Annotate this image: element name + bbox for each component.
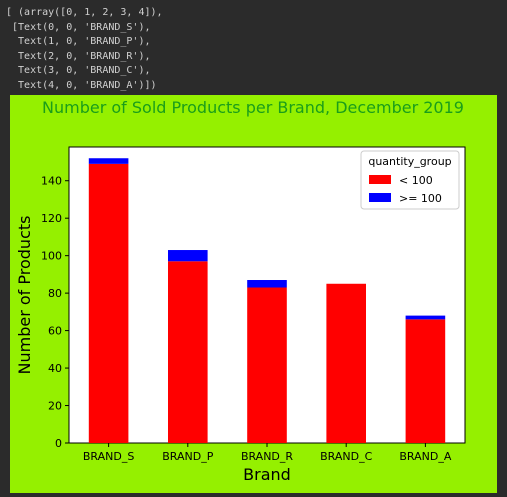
y-tick-label: 20 (48, 400, 62, 413)
bars-group (88, 158, 446, 443)
x-tick-label: BRAND_S (83, 450, 134, 463)
bar-segment-lt100-brand_p (168, 261, 208, 443)
bar-segment-lt100-brand_a (405, 319, 446, 443)
bar-segment-gte100-brand_p (168, 250, 208, 262)
legend-entry-label: < 100 (399, 174, 433, 187)
x-tick-label: BRAND_R (241, 450, 293, 463)
bar-segment-lt100-brand_r (247, 287, 287, 443)
x-axis-label: Brand (243, 465, 291, 484)
chart-title: Number of Sold Products per Brand, Decem… (42, 98, 464, 117)
console-output: [ (array([0, 1, 2, 3, 4]), [Text(0, 0, '… (0, 0, 507, 96)
y-tick-label: 40 (48, 362, 62, 375)
bar-segment-lt100-brand_s (88, 163, 129, 443)
bar-segment-gte100-brand_r (247, 280, 287, 288)
y-axis-label: Number of Products (15, 216, 34, 375)
chart-figure: Number of Sold Products per Brand, Decem… (10, 95, 497, 493)
legend-swatch (369, 175, 391, 184)
console-line: Text(2, 0, 'BRAND_R'), (6, 50, 151, 62)
console-line: [ (array([0, 1, 2, 3, 4]), (6, 7, 163, 18)
bar-segment-gte100-brand_s (88, 158, 129, 164)
x-axis-ticks: BRAND_S BRAND_P BRAND_R BRAND_C BRAND_A (83, 443, 452, 463)
console-line: Text(4, 0, 'BRAND_A')]) (6, 79, 157, 91)
y-tick-label: 140 (41, 175, 62, 188)
legend: quantity_group < 100 >= 100 (360, 150, 460, 210)
bar-segment-lt100-brand_c (326, 283, 366, 443)
bar-segment-gte100-brand_a (405, 315, 446, 320)
x-tick-label: BRAND_A (399, 450, 451, 463)
y-tick-label: 60 (48, 325, 62, 338)
x-tick-label: BRAND_C (320, 450, 372, 463)
legend-entry-label: >= 100 (399, 192, 442, 205)
y-tick-label: 100 (41, 250, 62, 263)
y-tick-label: 120 (41, 212, 62, 225)
console-line: Text(3, 0, 'BRAND_C'), (6, 65, 151, 76)
console-line: Text(1, 0, 'BRAND_P'), (6, 36, 151, 47)
y-axis-ticks: 0 20 40 60 80 100 120 140 (41, 175, 69, 450)
y-tick-label: 80 (48, 287, 62, 300)
x-tick-label: BRAND_P (162, 450, 213, 463)
console-line: [Text(0, 0, 'BRAND_S'), (6, 21, 151, 33)
y-tick-label: 0 (55, 437, 62, 450)
legend-swatch (369, 193, 391, 202)
legend-title: quantity_group (368, 155, 451, 168)
stacked-bar-chart: Number of Sold Products per Brand, Decem… (15, 98, 466, 484)
